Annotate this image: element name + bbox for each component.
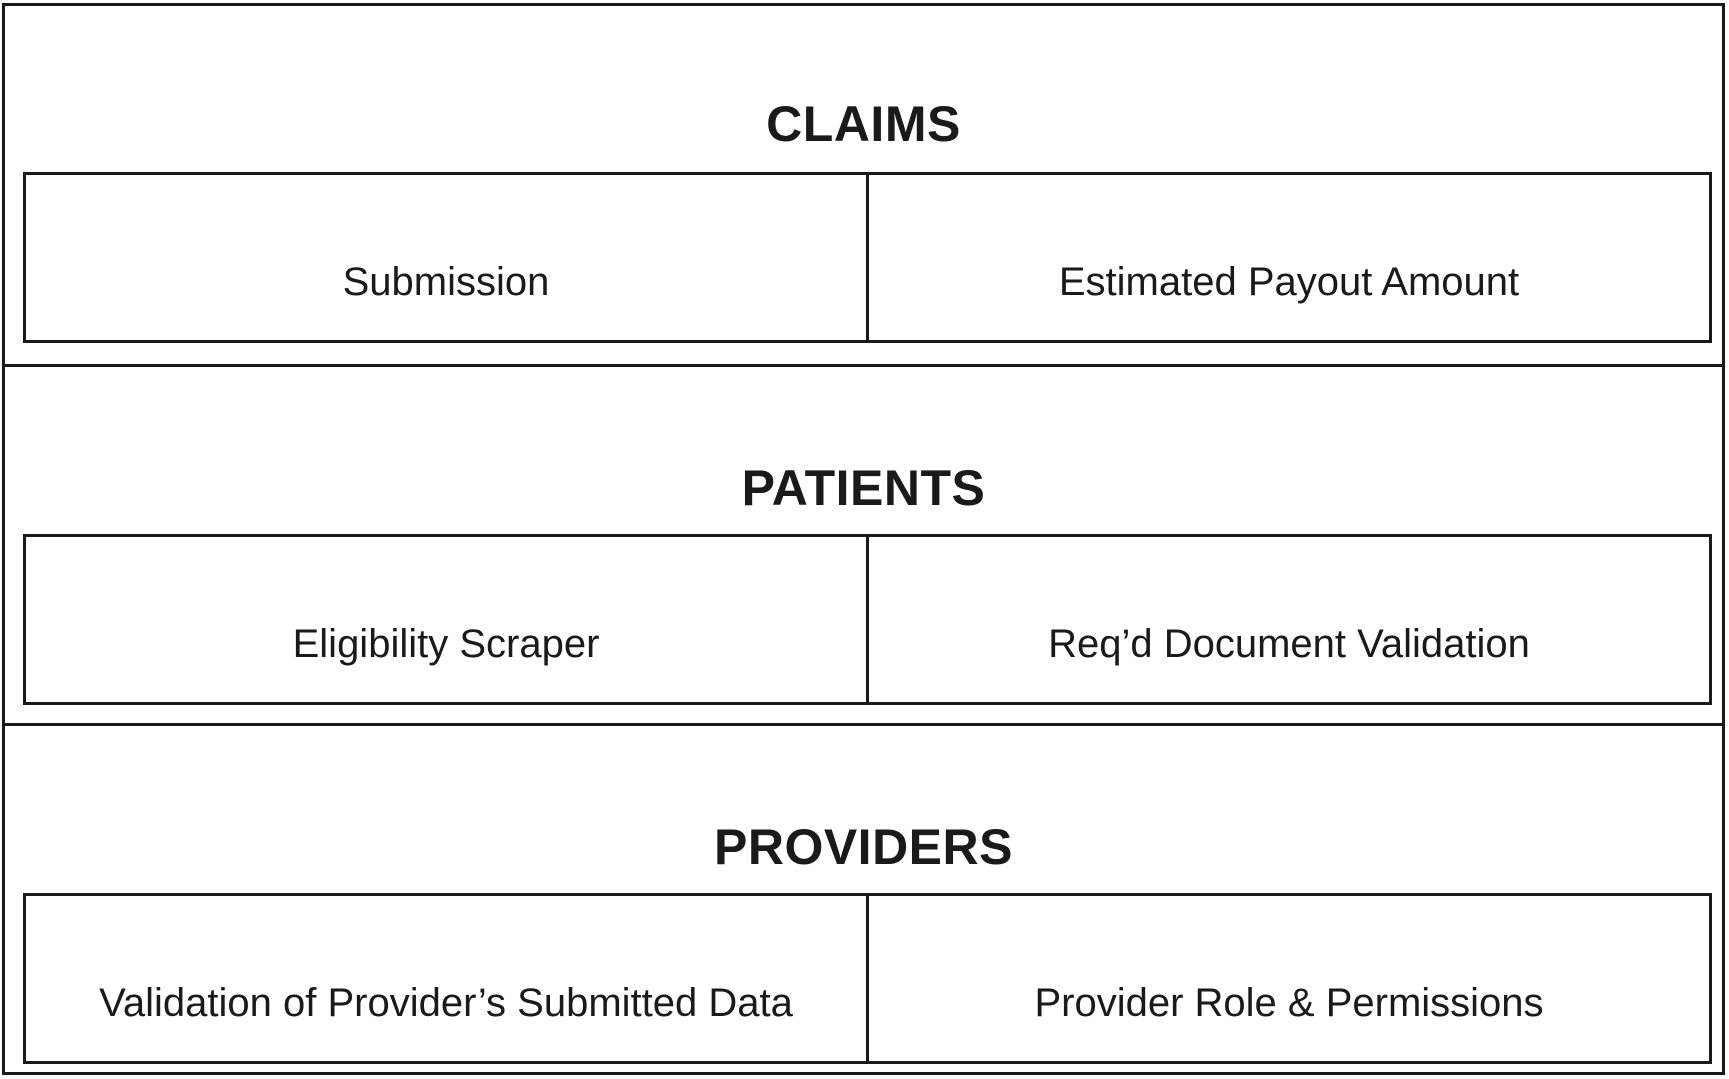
diagram-frame: CLAIMS Submission Estimated Payout Amoun… <box>2 3 1725 1075</box>
module-reqd-document-validation: Req’d Document Validation <box>866 537 1709 702</box>
section-title-claims: CLAIMS <box>766 96 961 152</box>
module-estimated-payout-amount: Estimated Payout Amount <box>866 175 1709 340</box>
section-providers: PROVIDERS Validation of Provider’s Submi… <box>5 723 1722 1078</box>
section-claims: CLAIMS Submission Estimated Payout Amoun… <box>5 6 1722 364</box>
section-title-providers: PROVIDERS <box>713 819 1013 875</box>
module-row-providers: Validation of Provider’s Submitted Data … <box>23 893 1712 1064</box>
module-row-claims: Submission Estimated Payout Amount <box>23 172 1712 343</box>
module-row-patients: Eligibility Scraper Req’d Document Valid… <box>23 534 1712 705</box>
section-patients: PATIENTS Eligibility Scraper Req’d Docum… <box>5 364 1722 723</box>
section-title-patients: PATIENTS <box>741 460 986 516</box>
module-eligibility-scraper: Eligibility Scraper <box>292 622 600 666</box>
module-provider-role-permissions: Provider Role & Permissions <box>866 896 1709 1061</box>
module-submission: Submission <box>342 260 550 304</box>
module-provider-data-validation: Validation of Provider’s Submitted Data <box>99 981 793 1025</box>
